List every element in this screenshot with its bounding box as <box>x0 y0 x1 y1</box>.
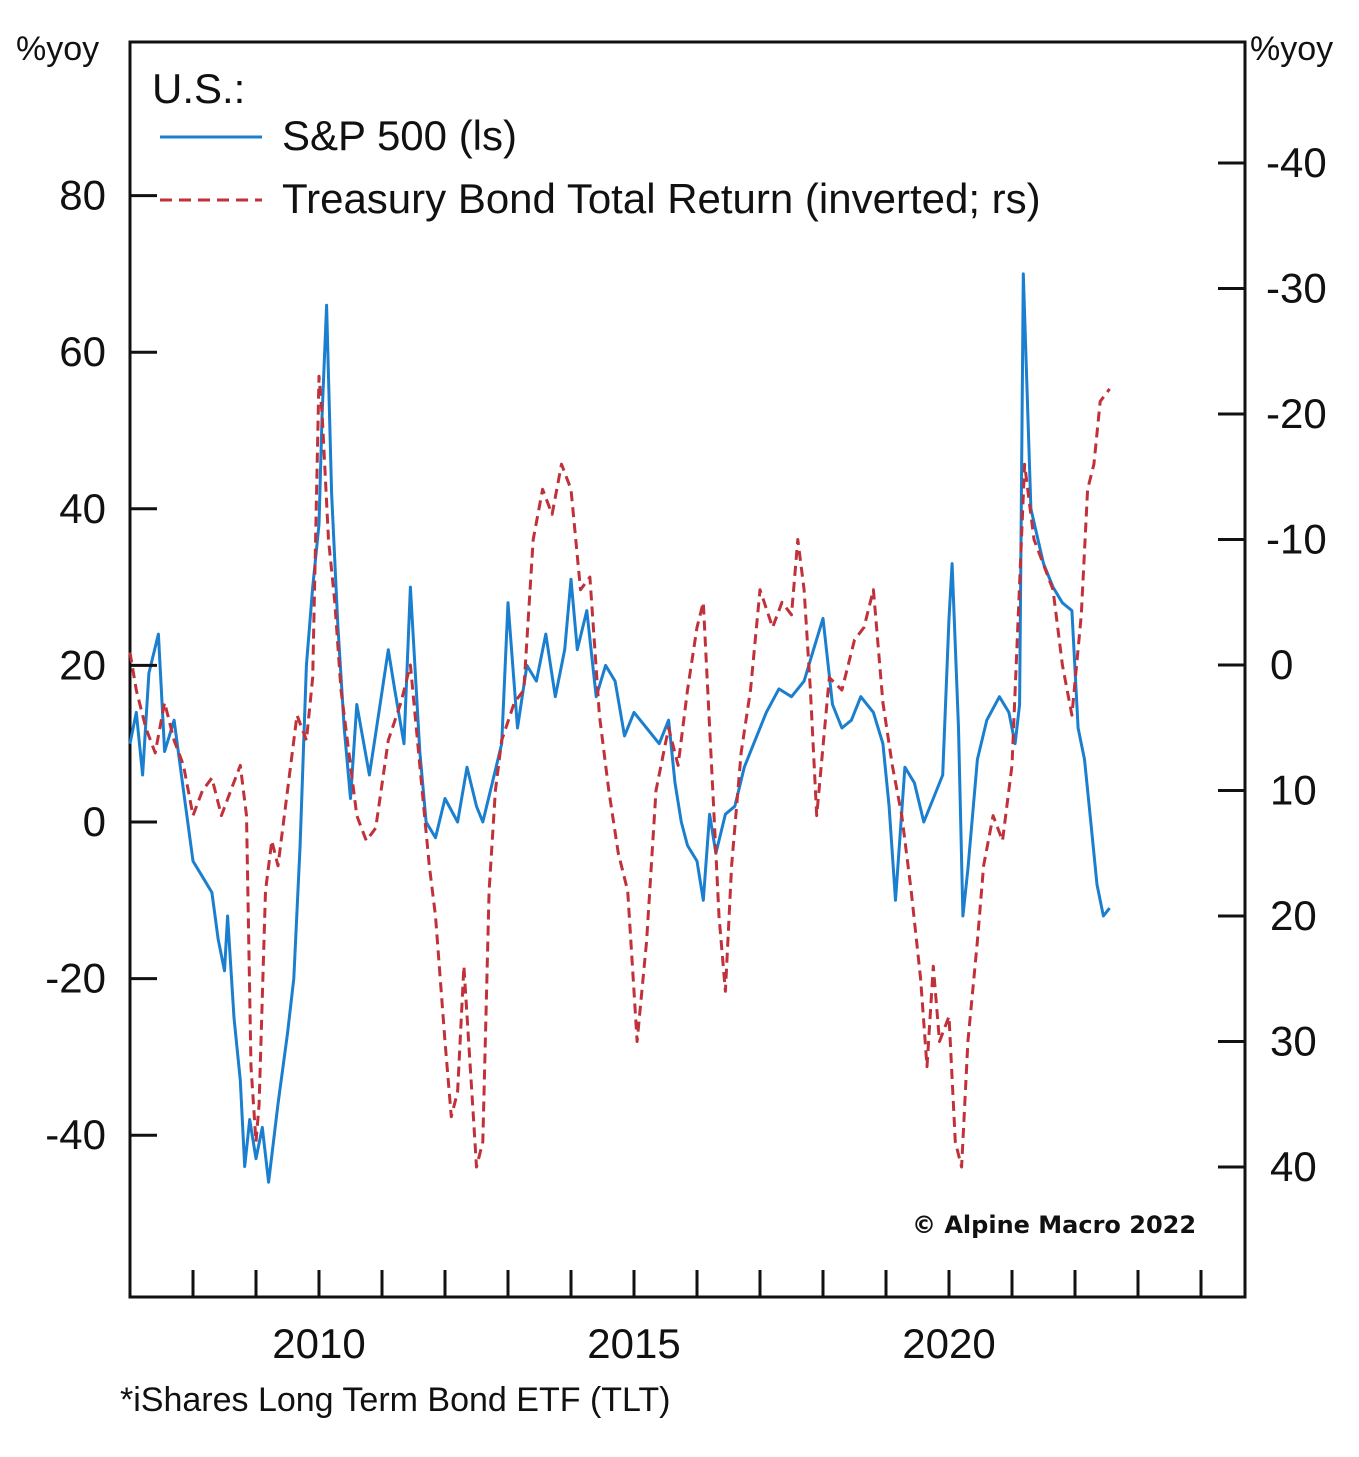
left-tick-label: 20 <box>59 641 106 688</box>
left-tick-label: 80 <box>59 172 106 219</box>
right-tick-label: -20 <box>1266 390 1327 437</box>
right-tick-label: 40 <box>1270 1143 1317 1190</box>
x-tick-label: 2010 <box>272 1320 365 1367</box>
x-tick-label: 2020 <box>902 1320 995 1367</box>
legend: S&P 500 (ls) Treasury Bond Total Return … <box>160 112 1041 222</box>
series-line-treasury <box>128 374 1111 1169</box>
left-tick-label: 60 <box>59 328 106 375</box>
plot-frame <box>128 40 1247 1299</box>
footnote: *iShares Long Term Bond ETF (TLT) <box>120 1381 671 1419</box>
right-tick-label: 10 <box>1270 767 1317 814</box>
legend-label-treasury: Treasury Bond Total Return (inverted; rs… <box>282 175 1041 222</box>
right-tick-label: 20 <box>1270 892 1317 939</box>
right-tick-label: -10 <box>1266 516 1327 563</box>
left-tick-label: 40 <box>59 485 106 532</box>
right-tick-label: -30 <box>1266 265 1327 312</box>
x-axis: 2010 2015 2020 <box>191 1270 1203 1367</box>
left-axis: 80 60 40 20 0 -20 -40 <box>45 172 157 1158</box>
left-tick-label: 0 <box>83 798 106 845</box>
series-group <box>128 272 1111 1184</box>
series-line-sp500 <box>128 272 1111 1184</box>
right-tick-label: -40 <box>1266 139 1327 186</box>
right-tick-label: 30 <box>1270 1018 1317 1065</box>
left-axis-unit: %yoy <box>16 30 99 68</box>
right-tick-label: 0 <box>1270 641 1293 688</box>
chart-title: U.S.: <box>152 65 245 112</box>
right-axis: -40 -30 -20 -10 0 10 20 30 40 <box>1218 139 1327 1190</box>
left-tick-label: -40 <box>45 1111 106 1158</box>
left-tick-label: -20 <box>45 955 106 1002</box>
legend-label-sp500: S&P 500 (ls) <box>282 112 517 159</box>
x-tick-label: 2015 <box>587 1320 680 1367</box>
right-axis-unit: %yoy <box>1250 30 1333 68</box>
copyright-label: © Alpine Macro 2022 <box>912 1211 1196 1239</box>
